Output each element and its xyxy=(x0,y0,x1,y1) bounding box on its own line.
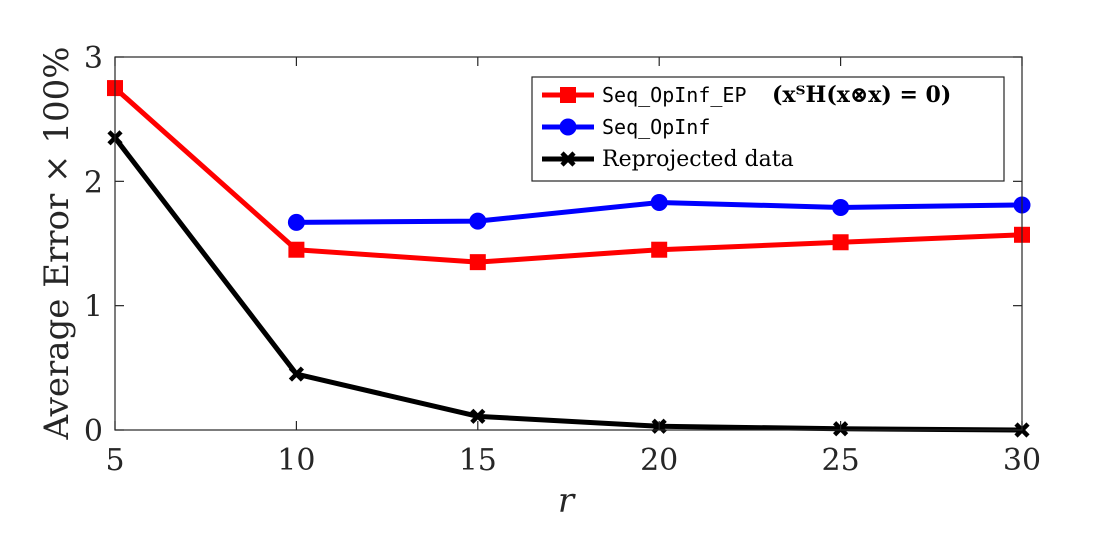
data-point xyxy=(469,212,487,230)
y-tick-label: 1 xyxy=(84,290,103,325)
x-tick-label: 10 xyxy=(277,443,315,478)
series-1 xyxy=(287,193,1031,231)
data-point xyxy=(288,241,305,258)
data-point xyxy=(469,254,486,271)
y-tick-label: 2 xyxy=(84,165,103,200)
series-2 xyxy=(107,130,1030,438)
legend: Seq_OpInf_EP (xᵀH(x⊗x) = 0) Seq_OpInf Repro… xyxy=(531,76,1005,182)
x-axis: 5 10 15 20 25 30 xyxy=(105,57,1041,478)
legend-box xyxy=(531,76,1005,182)
data-point xyxy=(470,408,486,424)
data-point xyxy=(287,213,305,231)
legend-label: Seq_OpInf_EP xyxy=(602,83,747,107)
axes-box xyxy=(114,56,1023,431)
series-line xyxy=(113,86,1023,265)
data-point xyxy=(832,198,850,216)
x-tick-label: 30 xyxy=(1003,443,1041,478)
x-tick-label: 25 xyxy=(822,443,860,478)
x-tick-label: 20 xyxy=(640,443,678,478)
legend-label: Reprojected data xyxy=(602,147,794,172)
legend-label-suffix: (xᵀH(x⊗x) = 0) xyxy=(772,82,951,108)
x-tick-label: 15 xyxy=(459,443,497,478)
y-axis: 0 1 2 3 xyxy=(84,41,1022,449)
legend-label: Seq_OpInf xyxy=(602,115,710,139)
legend-item: Seq_OpInf xyxy=(542,115,710,139)
data-point xyxy=(650,193,668,211)
data-point xyxy=(288,366,304,382)
y-axis-label: Average Error × 100% xyxy=(37,46,77,440)
legend-marker xyxy=(560,151,576,167)
x-axis-label: r xyxy=(558,481,576,521)
data-point xyxy=(651,241,668,258)
series-0 xyxy=(107,80,1030,271)
legend-item: Reprojected data xyxy=(542,147,794,172)
x-tick-label: 5 xyxy=(105,443,124,478)
plot-area xyxy=(107,80,1031,438)
y-tick-label: 0 xyxy=(84,414,103,449)
series-line xyxy=(113,136,1023,433)
legend-marker xyxy=(559,118,577,136)
legend-item: Seq_OpInf_EP (xᵀH(x⊗x) = 0) xyxy=(542,82,951,108)
legend-marker xyxy=(560,87,576,103)
y-tick-label: 3 xyxy=(84,41,103,76)
data-point xyxy=(832,234,849,251)
